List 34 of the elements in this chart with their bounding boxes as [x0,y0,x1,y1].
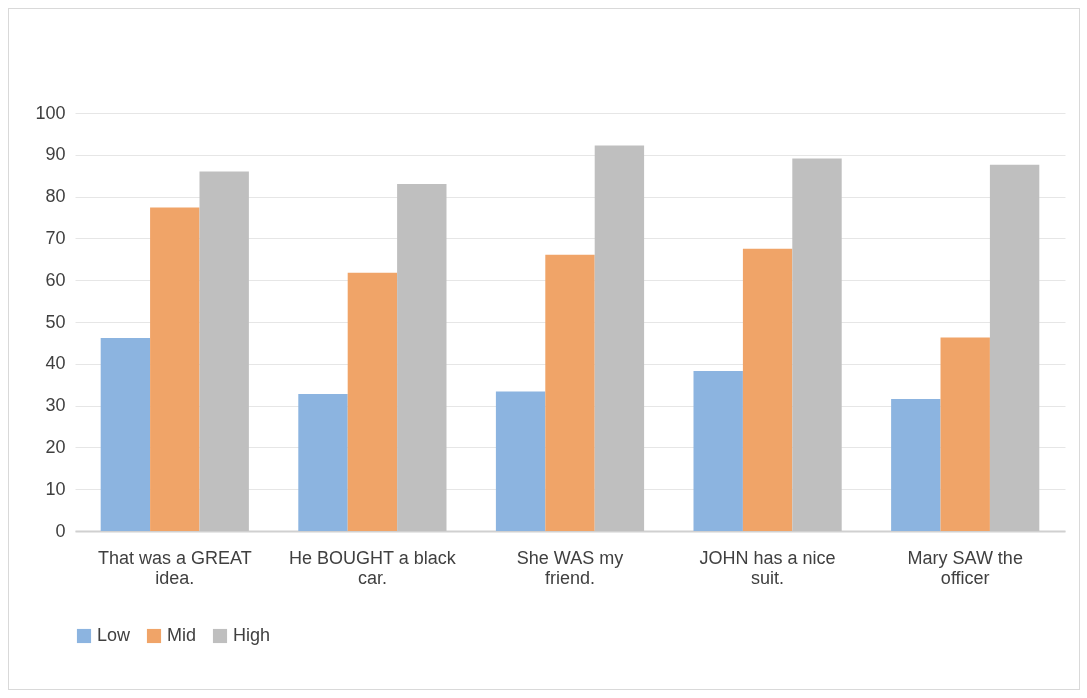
x-tick-label: That was a GREAT idea. [97,547,252,588]
bar [891,398,941,531]
y-tick-label: 0 [55,520,66,541]
bar [150,207,200,531]
x-tick-label: Mary SAW the officer [907,547,1023,588]
y-tick-label: 30 [45,395,66,416]
y-tick-label: 20 [45,436,66,457]
bar [940,337,990,531]
y-tick-label: 90 [45,144,66,165]
legend-label: High [233,625,271,645]
bar [545,254,595,531]
bar [199,171,249,531]
bar [347,272,398,531]
x-tick-label: She WAS my friend. [516,547,624,588]
y-tick-label: 10 [45,478,66,499]
bar [594,145,645,531]
y-tick-label: 50 [45,311,66,332]
y-tick-label: 40 [45,353,66,374]
bar [989,164,1040,531]
legend-label: Low [97,625,132,645]
y-tick-label: 60 [45,269,66,290]
y-tick-label: 80 [45,186,66,207]
bar [693,370,743,531]
y-tick-label: 70 [45,227,66,248]
x-tick-label: JOHN has a nice suit. [699,547,836,588]
bar [495,391,546,531]
y-tick-label: 100 [35,102,66,123]
bar [298,393,348,531]
bar [397,184,447,531]
x-tick-label: He BOUGHT a black car. [289,547,457,588]
bar [742,248,793,531]
legend-label: Mid [167,625,197,645]
bar [100,337,151,531]
bar [792,158,842,531]
